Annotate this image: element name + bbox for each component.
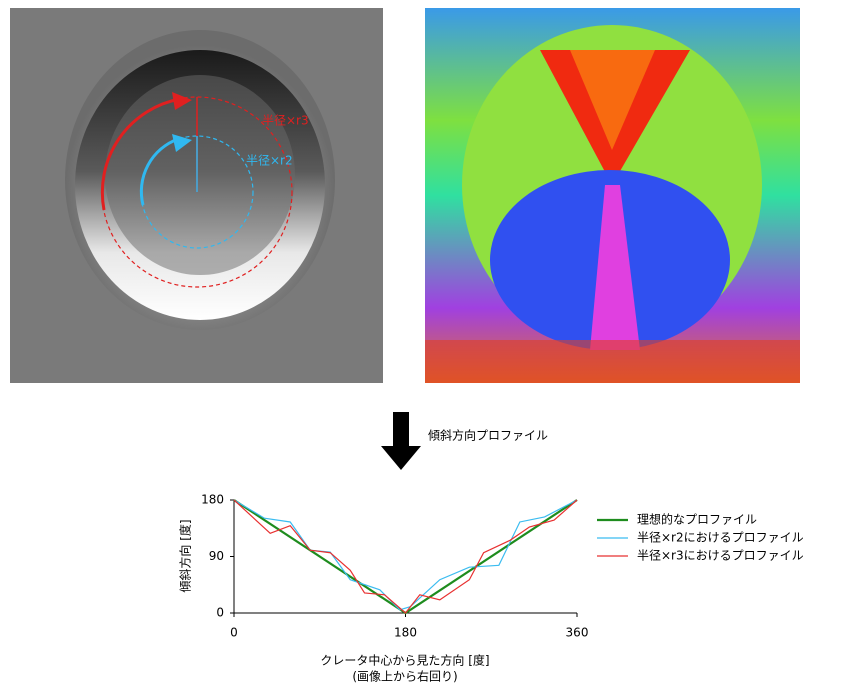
x-tick-label: 180	[394, 626, 417, 640]
figure: 半径×r3 半径×r2 傾斜方向プロファイル 傾斜方向 [度] クレータ中心から…	[0, 0, 847, 688]
x-axis-label: クレータ中心から見た方向 [度]	[320, 653, 489, 668]
image-label: 半径×r3	[262, 114, 309, 128]
y-axis-label: 傾斜方向 [度]	[178, 519, 193, 592]
line-series	[234, 500, 577, 610]
x-tick-label: 0	[230, 626, 238, 640]
line-series	[234, 500, 577, 613]
arrow: 傾斜方向プロファイル	[381, 412, 548, 470]
legend-label: 半径×r3におけるプロファイル	[637, 549, 804, 563]
legend-label: 理想的なプロファイル	[637, 512, 757, 527]
image-label: 半径×r2	[246, 154, 293, 168]
y-tick-label: 0	[216, 606, 224, 620]
line-series	[234, 500, 577, 613]
legend-label: 半径×r2におけるプロファイル	[637, 531, 804, 545]
x-axis-note: (画像上から右回り)	[352, 669, 457, 684]
slope-map	[425, 8, 800, 383]
crater-image: 半径×r3 半径×r2	[10, 8, 383, 383]
arrow-label: 傾斜方向プロファイル	[428, 428, 548, 443]
y-tick-label: 90	[209, 549, 224, 563]
y-tick-label: 180	[201, 493, 224, 507]
x-tick-label: 360	[566, 626, 589, 640]
